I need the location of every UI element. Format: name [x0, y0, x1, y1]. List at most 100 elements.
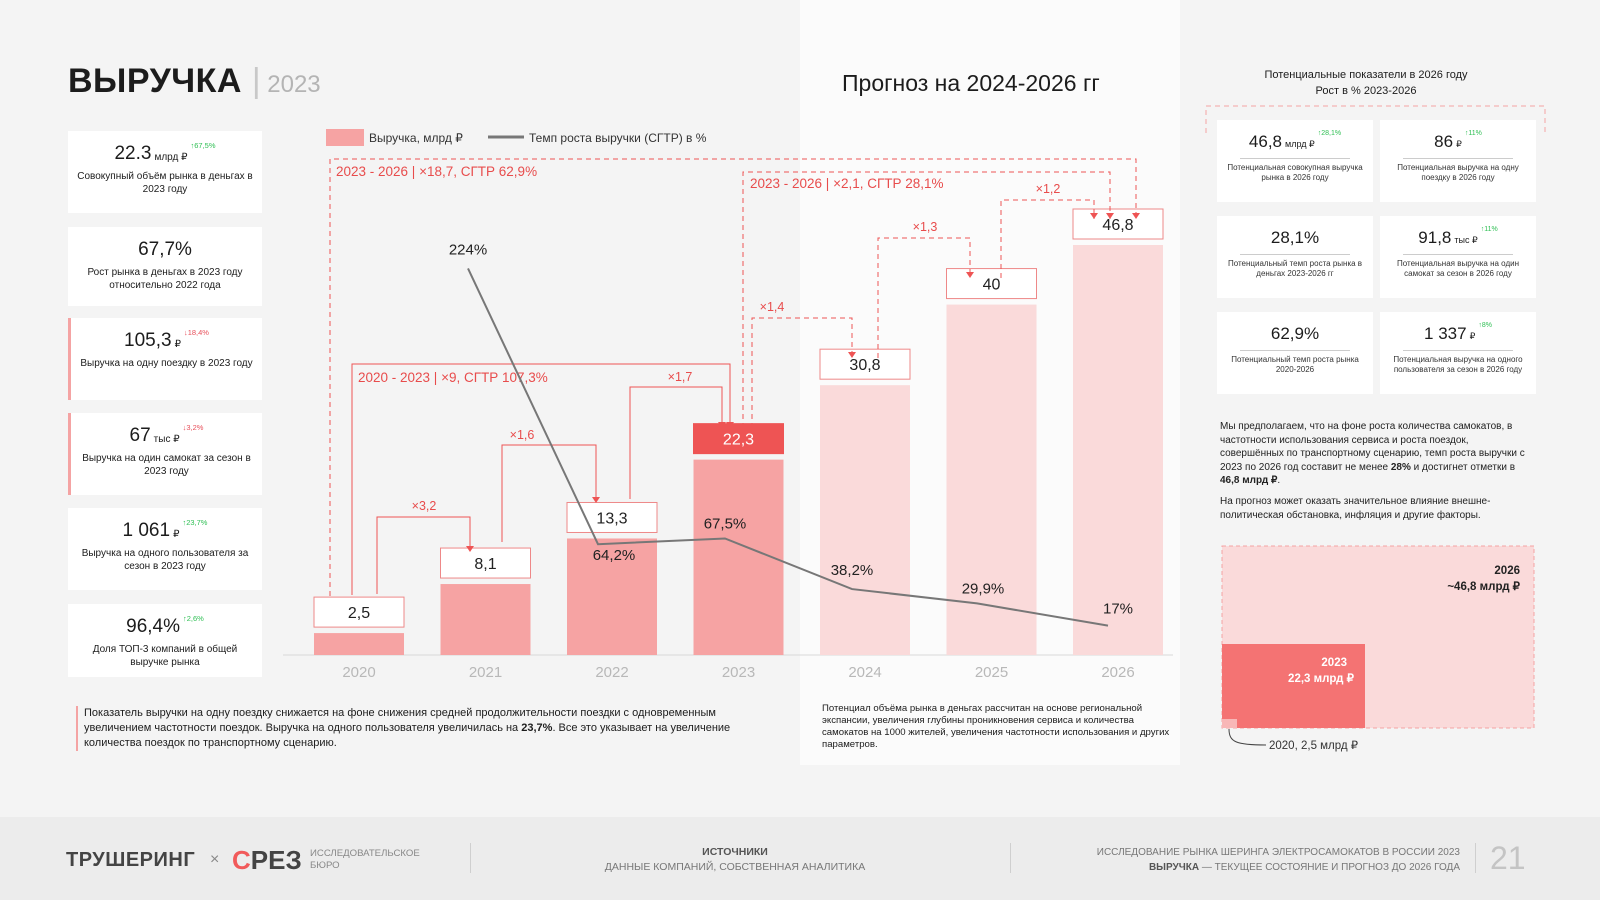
arrow	[1132, 213, 1140, 219]
bar-2023	[693, 459, 784, 655]
legend-growth: Темп роста выручки (СГТР) в %	[529, 131, 707, 145]
multiplier-2022: ×1,6	[510, 428, 535, 442]
pcard-unit: тыс ₽	[1454, 235, 1478, 245]
x-tick-2023: 2023	[722, 664, 755, 681]
connector-2023-2024	[751, 317, 853, 428]
logo-trusharing: ТРУШЕРИНГ	[66, 849, 196, 871]
risk-paragraph: На прогноз может оказать значительное вл…	[1220, 496, 1491, 521]
x-tick-2022: 2022	[595, 664, 628, 681]
arrow	[848, 352, 856, 358]
logo-separator: ×	[210, 851, 220, 868]
kpi-label: Выручка на одного пользователя за сезон …	[81, 548, 249, 572]
pcard-label: Потенциальный темп роста рынка 2020-2026	[1231, 355, 1359, 374]
bar-label-box-2026	[1072, 208, 1164, 240]
kpi-unit: млрд ₽	[154, 152, 188, 163]
kpi-card-revenue-per-user: 1 061 ₽ ↑23,7% Выручка на одного пользоват…	[68, 508, 262, 590]
pcard-delta: ↑28,1%	[1317, 130, 1342, 137]
footer-divider	[470, 843, 471, 873]
area-2020	[1222, 719, 1237, 728]
bar-value-2026: 46,8	[1102, 217, 1133, 234]
logo-srez: CРЕЗ	[232, 845, 302, 876]
span-label-2023-2026: 2023 - 2026 | ×18,7, СГТР 62,9%	[336, 164, 537, 179]
pcard-rule	[1240, 350, 1350, 351]
page-number: 21	[1490, 840, 1526, 876]
footer-divider	[1475, 843, 1476, 873]
kpi-label: Доля ТОП-3 компаний в общей выручке рынк…	[92, 644, 238, 668]
bar-label-box-2025	[946, 268, 1037, 300]
connector-2025-2026	[1000, 199, 1095, 278]
potential-card-growth-23-26: 28,1% Потенциальный темп роста рынка в д…	[1217, 216, 1373, 298]
connectors	[329, 158, 1137, 596]
logo-subtitle-1: ИССЛЕДОВАТЕЛЬСКОЕ	[310, 848, 420, 859]
growth-label-2025: 29,9%	[962, 580, 1005, 597]
arrow	[1106, 213, 1114, 219]
multiplier-2026: ×1,2	[1036, 182, 1061, 196]
title-year: 2023	[267, 71, 321, 98]
kpi-label: Выручка на один самокат за сезон в 2023 …	[82, 453, 251, 477]
bar-2025	[946, 304, 1037, 655]
note-left: Показатель выручки на одну поездку снижа…	[76, 706, 776, 751]
pcard-label: Потенциальный темп роста рынка в деньгах…	[1227, 259, 1363, 278]
arrow	[592, 497, 600, 503]
kpi-unit: ₽	[174, 339, 181, 350]
kpi-label: Совокупный объём рынка в деньгах в 2023 …	[77, 171, 253, 195]
bar-label-box-2020	[313, 596, 405, 628]
potential-card-per-user: 1 337 ₽ ↑8% Потенциальная выручка на одног…	[1380, 312, 1536, 394]
pcard-rule	[1403, 158, 1513, 159]
multiplier-2024: ×1,4	[760, 300, 785, 314]
kpi-value: 96,4%	[126, 616, 180, 637]
kpi-delta: ↑67,5%	[190, 141, 216, 150]
bar-value-2024: 30,8	[849, 357, 880, 374]
legend-revenue: Выручка, млрд ₽	[369, 131, 463, 145]
note-left-text: Показатель выручки на одну поездку снижа…	[84, 707, 716, 734]
span-labels: 2023 - 2026 | ×18,7, СГТР 62,9% 2023 - 2…	[336, 164, 944, 385]
kpi-value: 105,3	[124, 330, 172, 351]
x-tick-2024: 2024	[848, 664, 881, 681]
kpi-delta: ↓18,4%	[183, 328, 209, 337]
legend-swatch-revenue	[326, 129, 364, 146]
multiplier-2021: ×3,2	[412, 499, 437, 513]
note-left-bold: 23,7%	[521, 721, 553, 734]
pcard-rule	[1403, 254, 1513, 255]
pcard-label: Потенциальная выручка на одного пользова…	[1393, 355, 1523, 374]
x-tick-2025: 2025	[975, 664, 1008, 681]
title-separator: |	[251, 62, 262, 100]
area-2023-year: 2023	[1321, 657, 1347, 669]
kpi-card-top3-share: 96,4% ↑2,6% Доля ТОП-3 компаний в общей в…	[68, 604, 262, 677]
connector-span-2023-2026b	[742, 171, 1111, 428]
kpi-delta: ↑23,7%	[182, 518, 208, 527]
span-label-2023-2026b: 2023 - 2026 | ×2,1, СГТР 28,1%	[750, 176, 944, 191]
sources-title: ИСТОЧНИКИ	[702, 846, 768, 858]
growth-line	[467, 267, 1109, 627]
pcard-label: Потенциальная выручка на один самокат за…	[1396, 259, 1519, 278]
pcard-rule	[1240, 254, 1350, 255]
pcard-value: 62,9%	[1270, 324, 1320, 343]
note-right: Потенциал объёма рынка в деньгах рассчит…	[822, 703, 1170, 750]
pcard-delta: ↑11%	[1480, 226, 1498, 233]
bar-value-2020: 2,5	[348, 605, 370, 622]
report-section: ВЫРУЧКА	[1148, 862, 1200, 873]
right-title-line1: Потенциальные показатели в 2026 году	[1264, 69, 1468, 81]
multiplier-labels: ×3,2 ×1,6 ×1,7 ×1,4 ×1,3 ×1,2	[412, 182, 1061, 513]
kpi-card-market-volume: 22.3 млрд ₽ ↑67,5% Совокупный объём рынка …	[68, 131, 262, 213]
right-title-line2: Рост в % 2023-2026	[1315, 84, 1417, 97]
potential-card-total: 46,8 млрд ₽ ↑28,1% Потенциальная совокупна…	[1217, 120, 1373, 202]
kpi-card-revenue-per-scooter: 67 тыс ₽ ↓3,2% Выручка на один самокат за …	[68, 413, 262, 495]
arrow	[966, 272, 974, 278]
arrow	[726, 422, 734, 428]
bar-label-box-2023	[693, 423, 784, 455]
potential-card-growth-20-26: 62,9% Потенциальный темп роста рынка 202…	[1217, 312, 1373, 394]
sources: ИСТОЧНИКИ ДАННЫЕ КОМПАНИЙ, СОБСТВЕННАЯ АН…	[570, 845, 900, 875]
para-text: .	[1277, 475, 1281, 486]
logo-srez-text: РЕЗ	[250, 845, 302, 875]
kpi-value: 67,7%	[138, 239, 192, 260]
area-2020-label: 2020, 2,5 млрд ₽	[1269, 740, 1359, 752]
x-tick-2021: 2021	[469, 664, 502, 681]
area-2023	[1222, 644, 1365, 728]
bar-label-box-2021	[440, 547, 531, 579]
connector-arrows	[466, 213, 1140, 552]
connector-2024-2025	[877, 237, 971, 358]
growth-label-2024: 38,2%	[831, 562, 874, 579]
x-tick-2020: 2020	[342, 664, 375, 681]
